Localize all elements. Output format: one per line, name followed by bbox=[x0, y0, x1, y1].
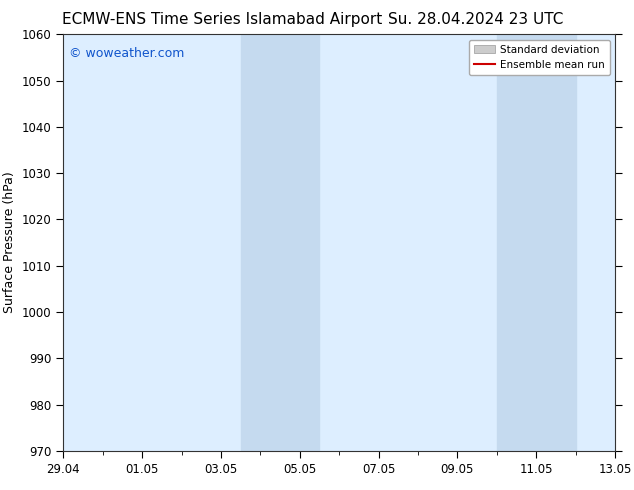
Legend: Standard deviation, Ensemble mean run: Standard deviation, Ensemble mean run bbox=[469, 40, 610, 75]
Y-axis label: Surface Pressure (hPa): Surface Pressure (hPa) bbox=[3, 172, 16, 314]
Text: Su. 28.04.2024 23 UTC: Su. 28.04.2024 23 UTC bbox=[388, 12, 563, 27]
Text: ECMW-ENS Time Series Islamabad Airport: ECMW-ENS Time Series Islamabad Airport bbox=[61, 12, 382, 27]
Text: © woweather.com: © woweather.com bbox=[69, 47, 184, 60]
Bar bbox=[497, 34, 576, 451]
Bar bbox=[241, 34, 320, 451]
